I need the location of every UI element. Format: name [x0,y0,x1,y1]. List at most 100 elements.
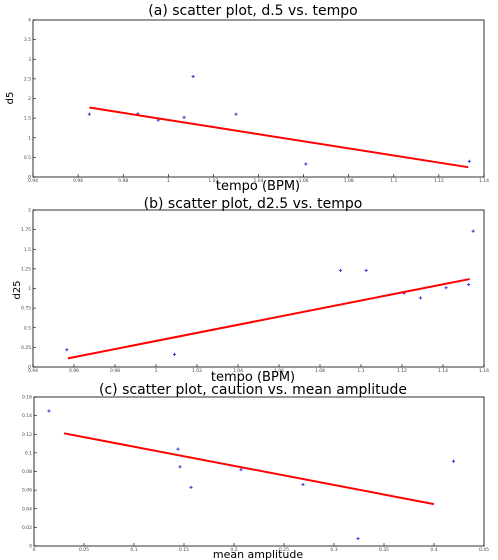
x-tick-label: 0.15 [179,547,189,553]
y-tick-label: 0 [29,544,32,550]
data-point [189,485,193,489]
data-point [65,348,69,352]
y-tick-label: 0.12 [22,432,32,438]
y-tick-label: 1.75 [21,227,31,233]
data-point [356,536,360,541]
x-axis-label: tempo (BPM) [216,179,300,194]
data-point [172,352,177,357]
y-tick-label: 1.5 [24,116,31,122]
data-point [176,447,180,451]
y-tick-label: 0 [28,175,31,181]
data-point [444,286,448,290]
y-tick-label: 0.1 [25,450,32,456]
x-tick-label: 0.4 [430,547,437,553]
x-tick-label: 0.96 [73,178,83,184]
data-point [467,282,471,287]
x-tick-label: 1.1 [390,178,397,184]
x-tick-label: 1.02 [208,178,218,184]
x-tick-label: 1 [167,178,170,184]
y-tick-label: 0.75 [21,306,31,312]
x-tick-label: 1.08 [315,368,325,374]
y-tick-label: 1.5 [24,247,31,253]
y-tick-label: 2.5 [24,76,31,82]
data-point [304,162,308,166]
data-point [47,409,51,413]
data-point [178,465,182,469]
x-tick-label: 1.06 [274,368,284,374]
x-tick-label: 1.16 [479,368,489,374]
regression-line [63,432,435,506]
x-tick-label: 1.04 [253,178,263,184]
x-tick-label: 1.04 [233,368,243,374]
data-points [65,229,475,357]
x-tick-label: 1 [155,368,158,374]
data-points [47,409,456,541]
x-tick-label: 0.25 [279,547,289,553]
chart-title: (b) scatter plot, d2.5 vs. tempo [144,196,363,212]
x-tick-label: 0.96 [69,368,79,374]
x-axis-label: mean amplitude [213,548,304,560]
x-tick-label: 0.94 [28,178,38,184]
data-point [301,482,305,487]
x-tick-label: 0.45 [479,547,489,553]
x-tick-label: 0.98 [118,178,128,184]
data-point [182,115,186,119]
data-point [87,112,91,116]
x-tick-label: 1.1 [357,368,364,374]
x-tick-label: 1.12 [397,368,407,374]
data-point [234,112,238,116]
x-tick-label: 1.14 [438,368,448,374]
data-point [471,229,475,233]
x-tick-label: 0.2 [230,547,237,553]
x-tick-label: 1.08 [344,178,354,184]
data-point [239,468,243,472]
regression-line [67,278,470,360]
y-tick-label: 2 [28,96,31,102]
data-point [191,74,195,79]
y-axis-label: d5 [5,92,16,105]
y-tick-label: 4 [28,18,31,24]
plot-area [32,19,485,178]
axis-ticks: 0 0.05 0.1 0.15 0.2 0.25 0.3 0.35 0.4 0.45 0 0.02 0.… [22,395,489,554]
y-tick-label: 1.25 [21,266,31,272]
y-axis-label: d25 [12,280,23,299]
x-tick-label: 0.3 [330,547,337,553]
axis-ticks: 0.94 0.96 0.98 1 1.02 1.04 1.06 1.08 1.1 1.12 1.14… [24,18,489,185]
x-tick-label: 1.14 [479,178,489,184]
y-tick-label: 0.02 [22,525,32,531]
data-point [451,459,456,463]
y-tick-label: 3 [28,57,31,63]
scatter-panel-b: (b) scatter plot, d2.5 vs. tempo 0.94 0.9… [12,196,489,385]
plot-area [32,209,485,368]
chart-title: (c) scatter plot, caution vs. mean ampli… [99,382,407,398]
x-tick-label: 1.06 [299,178,309,184]
x-axis-label: tempo (BPM) [211,370,295,385]
x-tick-label: 1.12 [434,178,444,184]
y-tick-label: 0 [28,365,31,371]
data-point [364,268,368,273]
chart-title: (a) scatter plot, d.5 vs. tempo [148,3,357,19]
y-tick-label: 0.06 [22,488,32,494]
data-point [467,159,471,163]
regression-line [89,106,469,169]
y-tick-label: 0.25 [21,345,31,351]
y-tick-label: 1 [28,135,31,141]
y-tick-label: 0.04 [22,506,32,512]
x-tick-label: 0.05 [79,547,89,553]
y-tick-label: 0.08 [22,469,32,475]
data-point [418,296,423,300]
data-points [87,74,471,166]
y-tick-label: 3.5 [24,37,31,43]
x-tick-label: 0 [33,547,36,553]
y-tick-label: 2 [28,208,31,214]
x-tick-label: 0.94 [28,368,38,374]
y-tick-label: 0.14 [22,413,32,419]
y-tick-label: 0.5 [24,325,31,331]
axis-ticks: 0.94 0.96 0.98 1 1.02 1.04 1.06 1.08 1.1 1.12 1.14… [21,208,489,375]
x-tick-label: 0.98 [110,368,120,374]
x-tick-label: 0.1 [130,547,137,553]
x-tick-label: 0.35 [379,547,389,553]
scatter-panel-c: (c) scatter plot, caution vs. mean ampli… [22,382,489,560]
data-point [338,268,343,273]
